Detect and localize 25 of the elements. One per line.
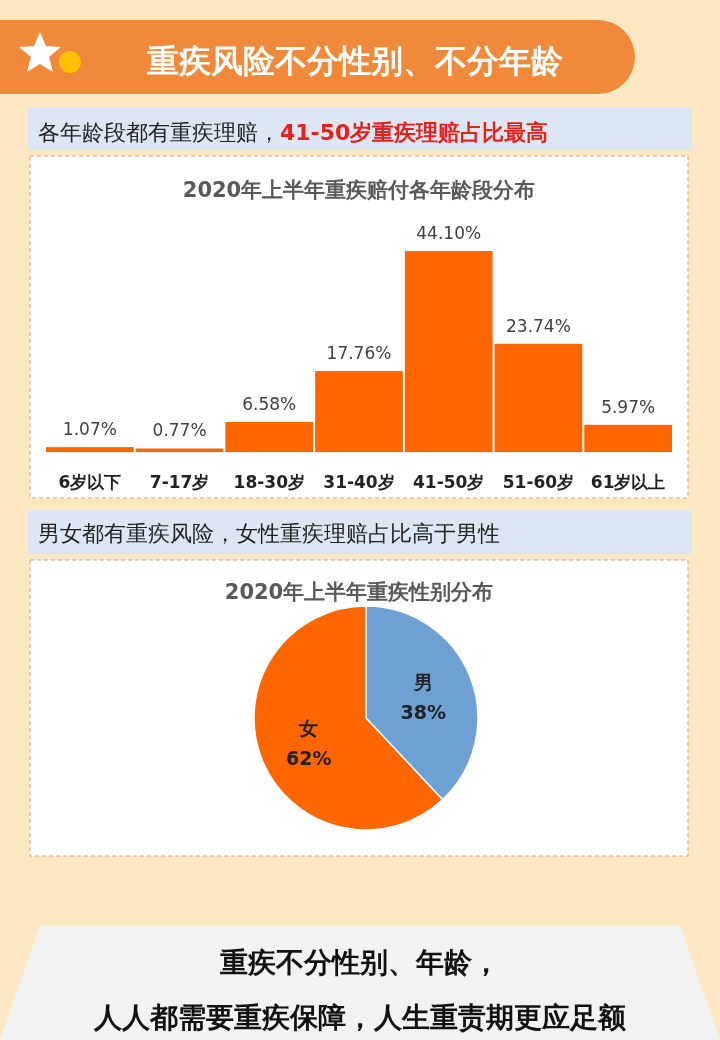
x-tick-label: 6岁以下 (58, 472, 122, 492)
text: 重疾风险不分性别、不分年龄 (147, 42, 564, 80)
data-label: 23.74% (506, 315, 571, 336)
data-label: 6.58% (242, 394, 297, 415)
data-label: 17.76% (326, 343, 392, 364)
chart-title: 2020年上半年重疾赔付各年龄段分布 (182, 178, 536, 202)
data-label: 62% (285, 746, 332, 769)
x-tick-label: 61岁以上 (590, 472, 666, 492)
slice-label: 男 (412, 671, 433, 694)
chart-title: 2020年上半年重疾性别分布 (224, 580, 494, 604)
chart-subtitle: 各年龄段都有重疾理赔，41-50岁重疾理赔占比最高 (38, 120, 549, 145)
data-label: 44.10% (416, 223, 482, 243)
x-tick-label: 31-40岁 (323, 472, 395, 492)
text: 重疾不分性别、年龄， (219, 946, 500, 979)
x-tick-label: 18-30岁 (233, 472, 305, 492)
text: 人人都需要重疾保障，人生重责期更应足额 (93, 1001, 627, 1034)
x-tick-label: 41-50岁 (413, 472, 485, 492)
x-tick-label: 51-60岁 (502, 472, 575, 492)
data-label: 1.07% (62, 419, 117, 440)
data-label: 0.77% (152, 420, 207, 441)
slice-label: 女 (298, 716, 319, 739)
data-label: 38% (400, 701, 447, 724)
data-label: 5.97% (601, 396, 656, 417)
chart-subtitle: 男女都有重疾风险，女性重疾理赔占比高于男性 (38, 521, 500, 546)
x-tick-label: 7-17岁 (149, 472, 210, 492)
